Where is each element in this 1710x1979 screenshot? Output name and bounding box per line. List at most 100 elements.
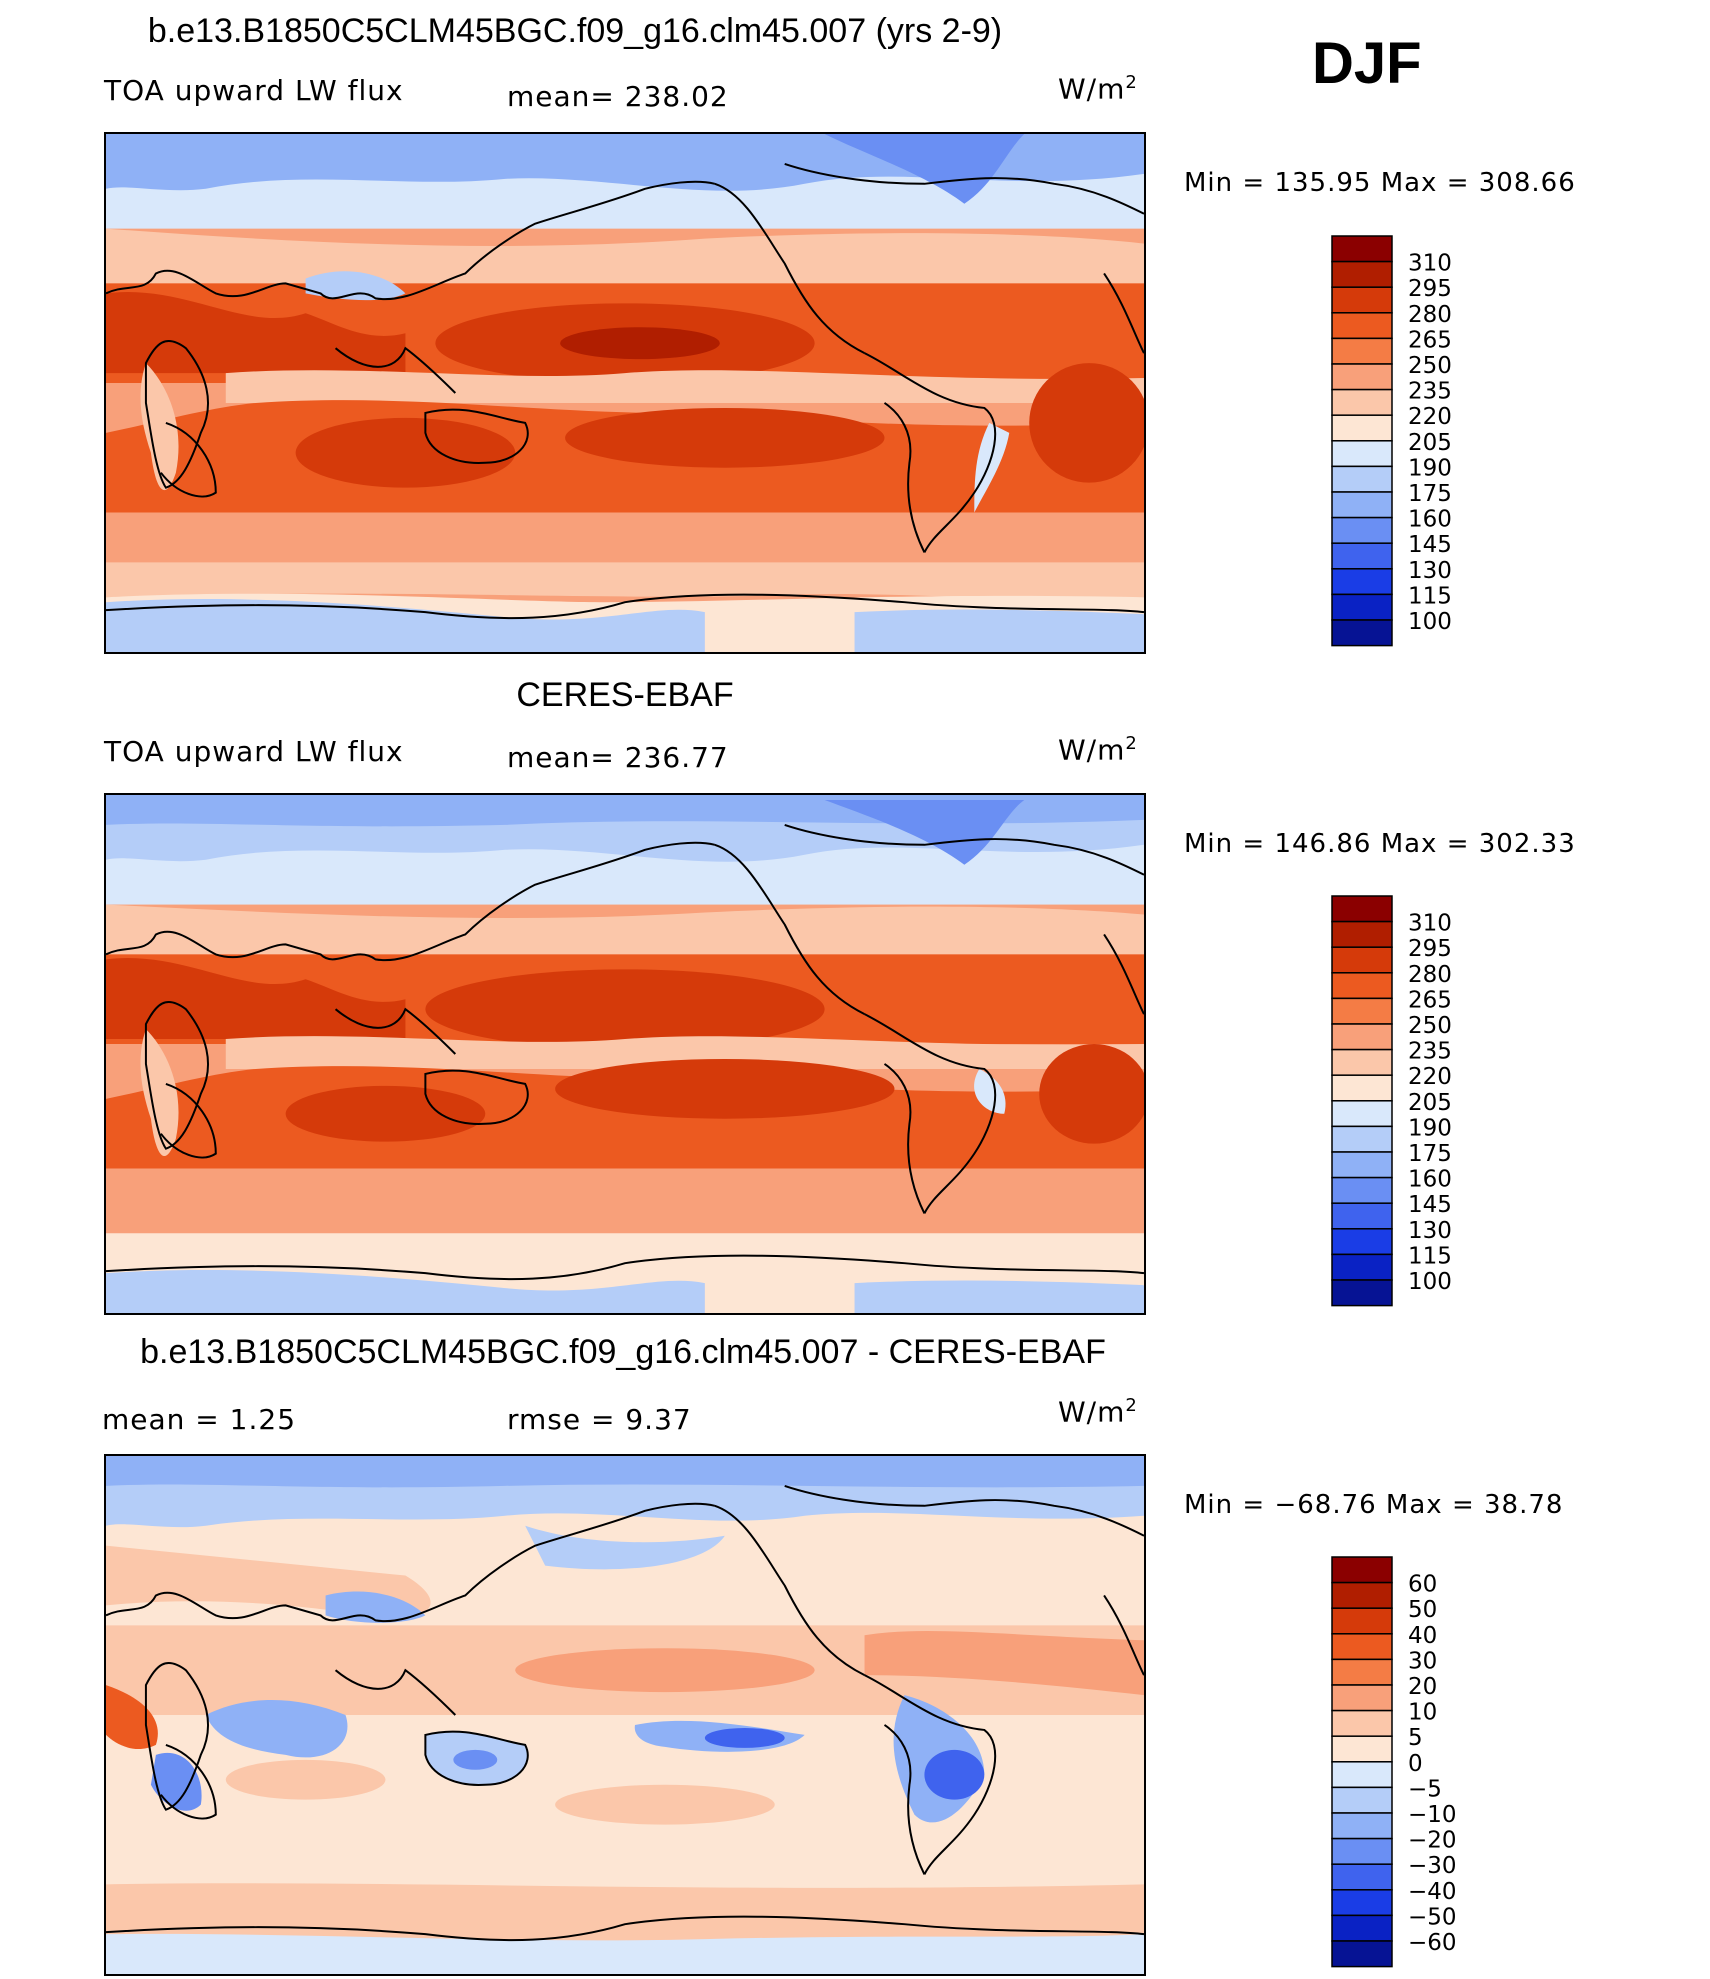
- colorbar-2-swatch: [1331, 1048, 1393, 1076]
- colorbar-3-tick-label: 60: [1408, 1572, 1437, 1598]
- colorbar-2-swatch: [1331, 1100, 1393, 1128]
- colorbar-1-swatch: [1331, 388, 1393, 416]
- panel-3-minmax: Min = −68.76 Max = 38.78: [1184, 1490, 1564, 1520]
- colorbar-2-tick-label: 280: [1408, 962, 1452, 988]
- colorbar-2-tick-label: 220: [1408, 1064, 1452, 1090]
- panel-1-variable-label: TOA upward LW flux: [104, 74, 404, 107]
- colorbar-2-swatch: [1331, 997, 1393, 1025]
- panel-1-units-sup: 2: [1125, 72, 1138, 93]
- colorbar-2-swatch: [1331, 1023, 1393, 1051]
- colorbar-3-swatch: [1331, 1658, 1393, 1686]
- panel-2-title: CERES-EBAF: [516, 676, 734, 714]
- colorbar-1-tick-label: 175: [1408, 481, 1452, 507]
- colorbar-3-swatch: [1331, 1556, 1393, 1584]
- colorbar-1-tick-label: 265: [1408, 327, 1452, 353]
- colorbar-1-tick-label: 100: [1408, 609, 1452, 635]
- colorbar-3-swatch: [1331, 1709, 1393, 1737]
- colorbar-1-tick-label: 250: [1408, 353, 1452, 379]
- colorbar-1-swatch: [1331, 491, 1393, 519]
- colorbar-2-tick-label: 130: [1408, 1218, 1452, 1244]
- colorbar-3-swatch: [1331, 1940, 1393, 1968]
- colorbar-3-swatch: [1331, 1914, 1393, 1942]
- colorbar-2-tick-label: 190: [1408, 1115, 1452, 1141]
- colorbar-2-tick-label: 100: [1408, 1269, 1452, 1295]
- colorbar-3-swatch: [1331, 1761, 1393, 1789]
- panel-3-units: W/m2: [1058, 1395, 1138, 1428]
- panel-2-colorbar: 310 295 280 265 250 235 220 205 190 175 160 145 130 1…: [1330, 894, 1490, 1307]
- colorbar-1-swatch: [1331, 260, 1393, 288]
- colorbar-1-tick-label: 205: [1408, 430, 1452, 456]
- colorbar-2-swatch: [1331, 946, 1393, 974]
- colorbar-2-tick-label: 250: [1408, 1013, 1452, 1039]
- colorbar-2-swatch: [1331, 895, 1393, 923]
- colorbar-2-swatch: [1331, 1279, 1393, 1307]
- colorbar-1-swatch: [1331, 568, 1393, 596]
- panel-2-coastlines: [106, 823, 1144, 1281]
- colorbar-3-swatch: [1331, 1581, 1393, 1609]
- colorbar-3-swatch: [1331, 1812, 1393, 1840]
- colorbar-3-tick-label: −20: [1408, 1828, 1457, 1854]
- colorbar-3-tick-label: 20: [1408, 1674, 1437, 1700]
- panel-3-rmse-label: rmse = 9.37: [507, 1403, 692, 1436]
- colorbar-2-swatch: [1331, 920, 1393, 948]
- panel-1-map-svg: [106, 134, 1144, 652]
- panel-3-title: b.e13.B1850C5CLM45BGC.f09_g16.clm45.007 …: [140, 1333, 1106, 1371]
- panel-3-units-sup: 2: [1125, 1395, 1138, 1416]
- colorbar-1-swatch: [1331, 312, 1393, 340]
- colorbar-3-swatch: [1331, 1684, 1393, 1712]
- colorbar-3-tick-label: 0: [1408, 1751, 1423, 1777]
- colorbar-3-swatch: [1331, 1786, 1393, 1814]
- season-label: DJF: [1312, 31, 1422, 96]
- colorbar-3-swatch: [1331, 1837, 1393, 1865]
- panel-2-units: W/m2: [1058, 733, 1138, 766]
- panel-3-map-svg: [106, 1456, 1144, 1974]
- panel-2-variable-label: TOA upward LW flux: [104, 735, 404, 768]
- panel-2-units-text: W/m: [1058, 733, 1126, 767]
- colorbar-3-tick-label: −40: [1408, 1879, 1457, 1905]
- colorbar-3-tick-label: −5: [1408, 1776, 1442, 1802]
- colorbar-3-tick-label: −30: [1408, 1853, 1457, 1879]
- panel-1-title: b.e13.B1850C5CLM45BGC.f09_g16.clm45.007 …: [147, 12, 1003, 50]
- colorbar-3-tick-label: 50: [1408, 1597, 1437, 1623]
- colorbar-1-tick-label: 160: [1408, 507, 1452, 533]
- colorbar-2-tick-label: 145: [1408, 1192, 1452, 1218]
- panel-3-mean-label: mean = 1.25: [102, 1403, 297, 1436]
- colorbar-2-swatch: [1331, 1151, 1393, 1179]
- panel-1-map: [104, 132, 1146, 654]
- colorbar-3-swatch: [1331, 1889, 1393, 1917]
- colorbar-2-swatch: [1331, 1125, 1393, 1153]
- colorbar-2-tick-label: 205: [1408, 1090, 1452, 1116]
- colorbar-3-tick-label: 40: [1408, 1623, 1437, 1649]
- panel-3-coastlines: [106, 1484, 1144, 1942]
- panel-3-colorbar: 60 50 40 30 20 10 5 0 −5 −10 −20 −30 −40 −50 −60: [1330, 1555, 1490, 1968]
- colorbar-1-swatch: [1331, 516, 1393, 544]
- colorbar-1-tick-label: 130: [1408, 558, 1452, 584]
- panel-1-colorbar-svg: 3102952802652502352202051901751601451301…: [1331, 235, 1452, 647]
- colorbar-1-swatch: [1331, 593, 1393, 621]
- colorbar-1-tick-label: 310: [1408, 251, 1452, 277]
- colorbar-2-swatch: [1331, 1253, 1393, 1281]
- colorbar-2-tick-label: 235: [1408, 1039, 1452, 1065]
- colorbar-1-swatch: [1331, 542, 1393, 570]
- colorbar-3-swatch: [1331, 1863, 1393, 1891]
- colorbar-3-tick-label: −60: [1408, 1930, 1457, 1956]
- panel-3-units-text: W/m: [1058, 1395, 1126, 1429]
- colorbar-1-tick-label: 280: [1408, 302, 1452, 328]
- colorbar-2-swatch: [1331, 1202, 1393, 1230]
- colorbar-1-swatch: [1331, 235, 1393, 263]
- panel-2-minmax: Min = 146.86 Max = 302.33: [1184, 829, 1576, 859]
- colorbar-2-tick-label: 115: [1408, 1243, 1452, 1269]
- colorbar-1-swatch: [1331, 414, 1393, 442]
- colorbar-1-tick-label: 115: [1408, 583, 1452, 609]
- colorbar-2-swatch: [1331, 1228, 1393, 1256]
- colorbar-2-tick-label: 160: [1408, 1167, 1452, 1193]
- colorbar-3-swatch: [1331, 1735, 1393, 1763]
- colorbar-1-tick-label: 145: [1408, 532, 1452, 558]
- colorbar-1-swatch: [1331, 337, 1393, 365]
- colorbar-2-tick-label: 295: [1408, 936, 1452, 962]
- colorbar-1-swatch: [1331, 440, 1393, 468]
- colorbar-1-swatch: [1331, 619, 1393, 647]
- colorbar-2-swatch: [1331, 1176, 1393, 1204]
- colorbar-1-tick-label: 235: [1408, 379, 1452, 405]
